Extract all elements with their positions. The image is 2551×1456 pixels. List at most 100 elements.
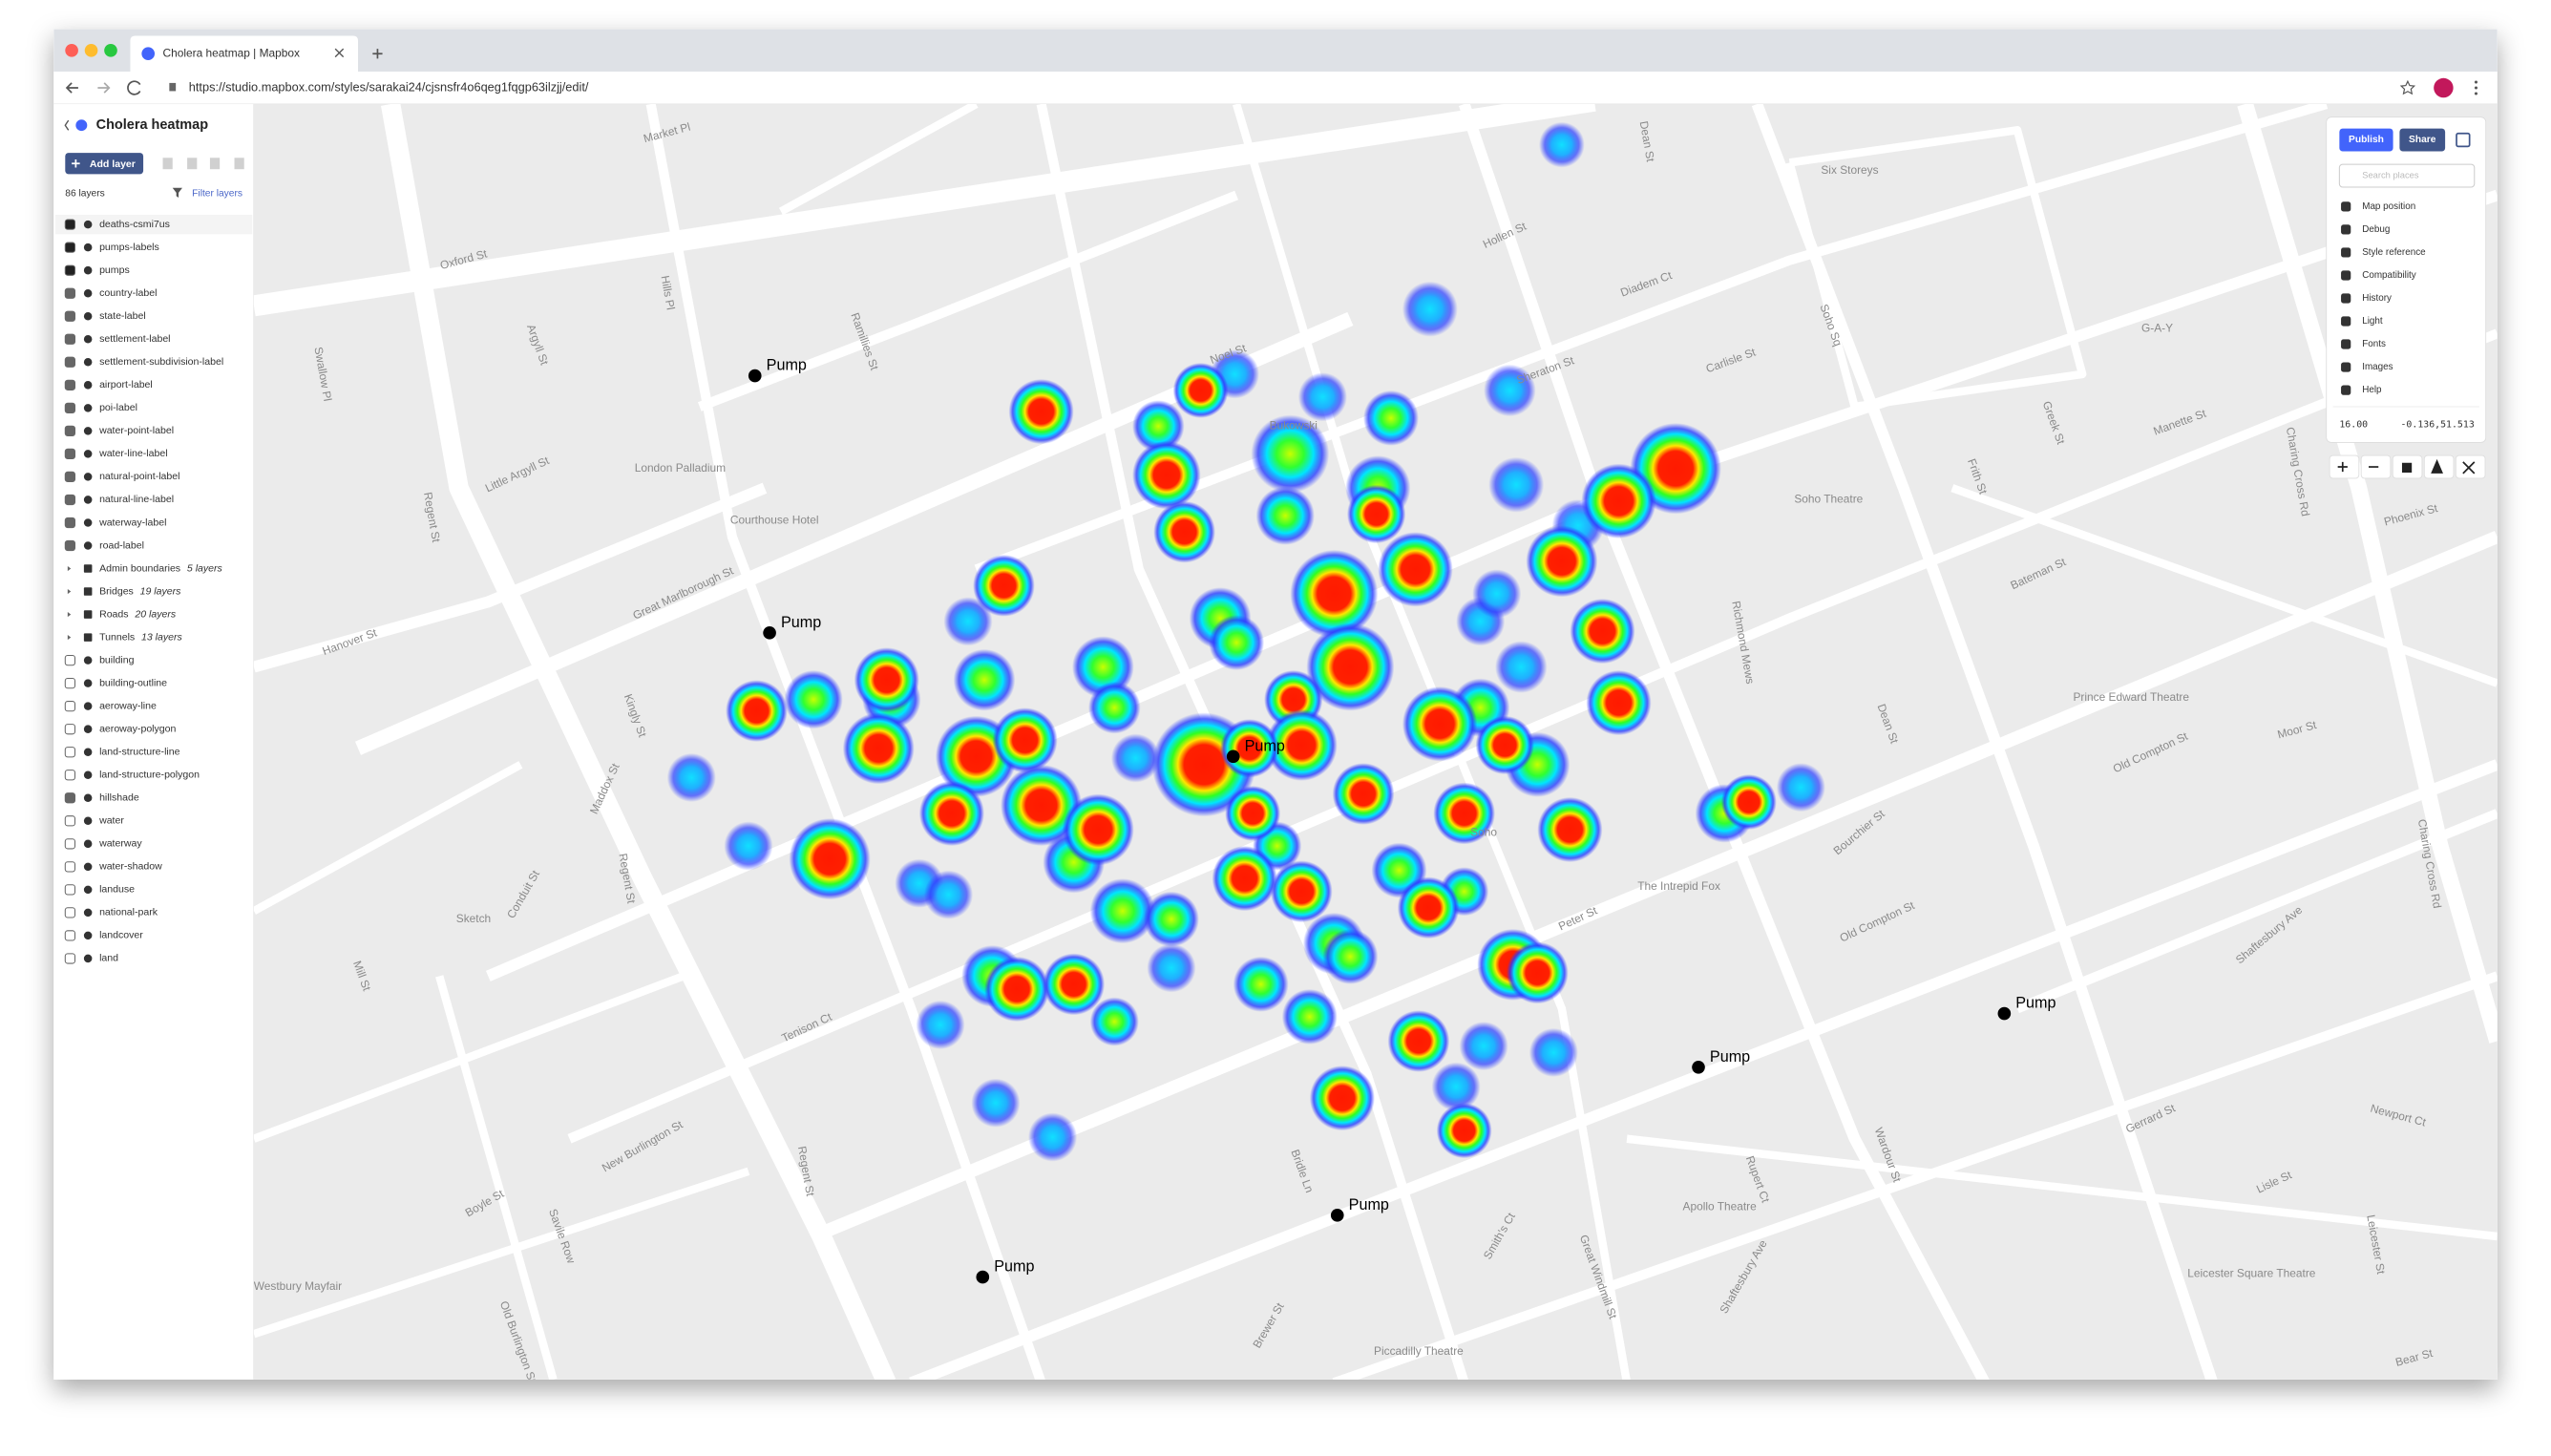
layer-name[interactable]: national-park xyxy=(99,907,158,918)
expand-caret[interactable] xyxy=(67,612,72,618)
menu-item[interactable]: Debug xyxy=(2362,224,2390,235)
add-layer-button[interactable] xyxy=(65,153,144,175)
visibility-toggle[interactable] xyxy=(64,310,76,322)
visibility-toggle[interactable] xyxy=(64,930,76,941)
menu-item[interactable]: Style reference xyxy=(2362,247,2426,258)
menu-item[interactable]: Help xyxy=(2362,385,2382,395)
pump-marker[interactable] xyxy=(1330,1209,1344,1222)
pump-marker[interactable] xyxy=(1997,1006,2012,1021)
menu-item[interactable]: Map position xyxy=(2362,201,2415,212)
menu[interactable] xyxy=(2474,80,2478,95)
layer-name[interactable]: building xyxy=(99,654,134,665)
tab-close[interactable] xyxy=(334,48,345,58)
visibility-toggle[interactable] xyxy=(64,517,76,529)
layer-name[interactable]: pumps-labels xyxy=(99,242,159,253)
minimize[interactable] xyxy=(84,44,98,57)
layer-name[interactable]: natural-line-label xyxy=(99,494,174,505)
visibility-toggle[interactable] xyxy=(64,356,76,368)
layer-name[interactable]: Roads xyxy=(99,608,128,620)
visibility-toggle[interactable] xyxy=(64,907,76,918)
pump-marker[interactable] xyxy=(748,369,762,383)
visibility-toggle[interactable] xyxy=(64,815,76,827)
layer-tool[interactable] xyxy=(234,158,244,170)
visibility-toggle[interactable] xyxy=(64,471,76,483)
back-arrow[interactable] xyxy=(64,119,70,131)
visibility-toggle[interactable] xyxy=(64,494,76,506)
layer-name[interactable]: settlement-subdivision-label xyxy=(99,356,223,368)
layer-name[interactable]: aeroway-line xyxy=(99,700,157,711)
layer-name[interactable]: water-shadow xyxy=(98,861,162,873)
pump-marker[interactable] xyxy=(1226,749,1240,764)
forward[interactable] xyxy=(97,82,111,94)
layer-name[interactable]: land-structure-polygon xyxy=(99,770,200,781)
print-button[interactable] xyxy=(2456,132,2471,148)
visibility-toggle[interactable] xyxy=(64,448,76,460)
pump-marker[interactable] xyxy=(976,1270,990,1284)
layer-name[interactable]: hillshade xyxy=(99,792,139,804)
search-box[interactable] xyxy=(2338,163,2476,188)
bookmark[interactable] xyxy=(2399,79,2416,95)
visibility-toggle[interactable] xyxy=(64,792,76,804)
expand-caret[interactable] xyxy=(67,588,72,595)
layer-name[interactable]: pumps xyxy=(99,264,130,276)
visibility-toggle[interactable] xyxy=(64,678,76,689)
visibility-toggle[interactable] xyxy=(64,701,76,712)
menu-item[interactable]: Light xyxy=(2362,316,2383,327)
layer-tool[interactable] xyxy=(187,158,198,170)
visibility-toggle[interactable] xyxy=(64,264,76,276)
expand-caret[interactable] xyxy=(67,565,72,572)
visibility-toggle[interactable] xyxy=(64,861,76,873)
visibility-toggle[interactable] xyxy=(64,402,76,413)
visibility-toggle[interactable] xyxy=(64,654,76,666)
layer-name[interactable]: Tunnels xyxy=(99,631,135,643)
url[interactable]: https://studio.mapbox.com/styles/sarakai… xyxy=(189,79,589,94)
layer-name[interactable]: landuse xyxy=(99,884,135,896)
layer-name[interactable]: country-label xyxy=(99,287,157,299)
menu-item[interactable]: Images xyxy=(2362,362,2393,372)
visibility-toggle[interactable] xyxy=(64,333,76,345)
visibility-toggle[interactable] xyxy=(64,953,76,964)
layer-name[interactable]: settlement-label xyxy=(99,333,170,345)
close[interactable] xyxy=(65,44,78,57)
layer-name[interactable]: land xyxy=(99,953,118,964)
profile[interactable] xyxy=(2434,77,2454,98)
pump-marker[interactable] xyxy=(763,626,776,640)
share-button[interactable] xyxy=(2399,128,2446,152)
filter-layers[interactable]: Filter layers xyxy=(192,188,242,199)
layer-name[interactable]: deaths-csmi7us xyxy=(99,219,170,230)
visibility-toggle[interactable] xyxy=(64,242,76,253)
visibility-toggle[interactable] xyxy=(64,747,76,758)
layer-tool[interactable] xyxy=(162,158,173,170)
visibility-toggle[interactable] xyxy=(64,287,76,299)
layer-name[interactable]: building-outline xyxy=(99,677,167,688)
visibility-toggle[interactable] xyxy=(64,539,76,552)
expand-caret[interactable] xyxy=(67,635,72,641)
layer-name[interactable]: state-label xyxy=(99,310,146,322)
layer-name[interactable]: aeroway-polygon xyxy=(99,723,176,734)
visibility-toggle[interactable] xyxy=(64,425,76,436)
visibility-toggle[interactable] xyxy=(64,884,76,896)
new-tab[interactable] xyxy=(372,49,383,59)
visibility-toggle[interactable] xyxy=(64,838,76,850)
visibility-toggle[interactable] xyxy=(64,219,76,230)
reload[interactable] xyxy=(127,80,141,95)
maximize[interactable] xyxy=(104,44,117,57)
pump-marker[interactable] xyxy=(1692,1060,1705,1074)
tab[interactable] xyxy=(130,35,358,72)
layer-name[interactable]: water-line-label xyxy=(98,448,168,459)
back[interactable] xyxy=(65,82,78,94)
layer-name[interactable]: Bridges xyxy=(99,585,134,597)
publish-button[interactable] xyxy=(2339,128,2393,152)
layer-name[interactable]: airport-label xyxy=(99,379,153,390)
visibility-toggle[interactable] xyxy=(64,724,76,735)
layer-name[interactable]: landcover xyxy=(99,930,143,941)
layer-name[interactable]: water xyxy=(98,815,124,827)
menu-item[interactable]: Compatibility xyxy=(2362,270,2416,281)
layer-name[interactable]: waterway-label xyxy=(98,517,166,528)
menu-item[interactable]: Fonts xyxy=(2362,339,2386,349)
visibility-toggle[interactable] xyxy=(64,379,76,390)
layer-name[interactable]: water-point-label xyxy=(98,425,174,436)
layer-name[interactable]: Admin boundaries xyxy=(99,562,180,574)
layer-tool[interactable] xyxy=(209,158,221,170)
layer-name[interactable]: waterway xyxy=(98,838,142,850)
